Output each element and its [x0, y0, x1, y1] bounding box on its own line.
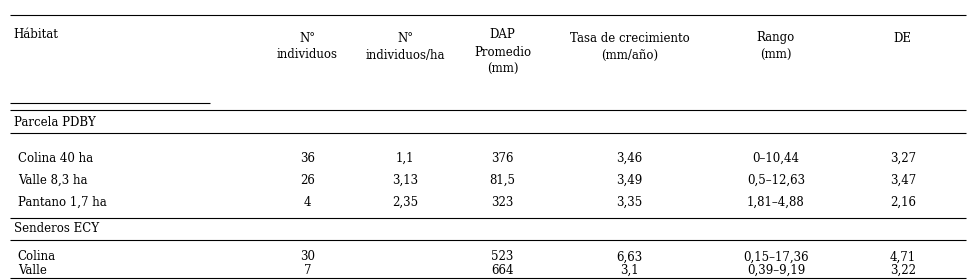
Text: Valle: Valle [18, 263, 47, 277]
Text: 3,13: 3,13 [392, 174, 418, 186]
Text: Senderos ECY: Senderos ECY [14, 223, 99, 235]
Text: 4,71: 4,71 [890, 251, 915, 263]
Text: 3,46: 3,46 [617, 151, 642, 165]
Text: DAP: DAP [490, 29, 515, 41]
Text: (mm/año): (mm/año) [601, 48, 658, 62]
Text: 3,47: 3,47 [890, 174, 915, 186]
Text: individuos: individuos [277, 48, 338, 62]
Text: 36: 36 [300, 151, 315, 165]
Text: (mm): (mm) [760, 48, 792, 62]
Text: Colina: Colina [18, 251, 56, 263]
Text: 0,15–17,36: 0,15–17,36 [743, 251, 809, 263]
Text: 2,16: 2,16 [890, 195, 915, 209]
Text: 3,22: 3,22 [890, 263, 915, 277]
Text: Hábitat: Hábitat [14, 28, 59, 41]
Text: 81,5: 81,5 [490, 174, 515, 186]
Text: Tasa de crecimiento: Tasa de crecimiento [570, 32, 689, 45]
Text: Valle 8,3 ha: Valle 8,3 ha [18, 174, 87, 186]
Text: 7: 7 [304, 263, 311, 277]
Text: 0–10,44: 0–10,44 [752, 151, 799, 165]
Text: 4: 4 [304, 195, 311, 209]
Text: N°: N° [300, 32, 315, 45]
Text: 6,63: 6,63 [617, 251, 642, 263]
Text: N°: N° [397, 32, 413, 45]
Text: Pantano 1,7 ha: Pantano 1,7 ha [18, 195, 106, 209]
Text: 3,1: 3,1 [620, 263, 639, 277]
Text: 0,5–12,63: 0,5–12,63 [747, 174, 805, 186]
Text: 523: 523 [492, 251, 513, 263]
Text: 3,27: 3,27 [890, 151, 915, 165]
Text: 0,39–9,19: 0,39–9,19 [747, 263, 805, 277]
Text: 1,81–4,88: 1,81–4,88 [747, 195, 805, 209]
Text: Promedio: Promedio [474, 45, 531, 59]
Text: (mm): (mm) [487, 62, 518, 76]
Text: 3,35: 3,35 [617, 195, 642, 209]
Text: 1,1: 1,1 [396, 151, 414, 165]
Text: 323: 323 [492, 195, 513, 209]
Text: Parcela PDBY: Parcela PDBY [14, 115, 96, 129]
Text: Rango: Rango [756, 32, 795, 45]
Text: 2,35: 2,35 [392, 195, 418, 209]
Text: Colina 40 ha: Colina 40 ha [18, 151, 93, 165]
Text: 376: 376 [491, 151, 514, 165]
Text: 664: 664 [491, 263, 514, 277]
Text: individuos/ha: individuos/ha [365, 48, 445, 62]
Text: 26: 26 [300, 174, 315, 186]
Text: DE: DE [894, 32, 912, 45]
Text: 3,49: 3,49 [617, 174, 642, 186]
Text: 30: 30 [300, 251, 315, 263]
